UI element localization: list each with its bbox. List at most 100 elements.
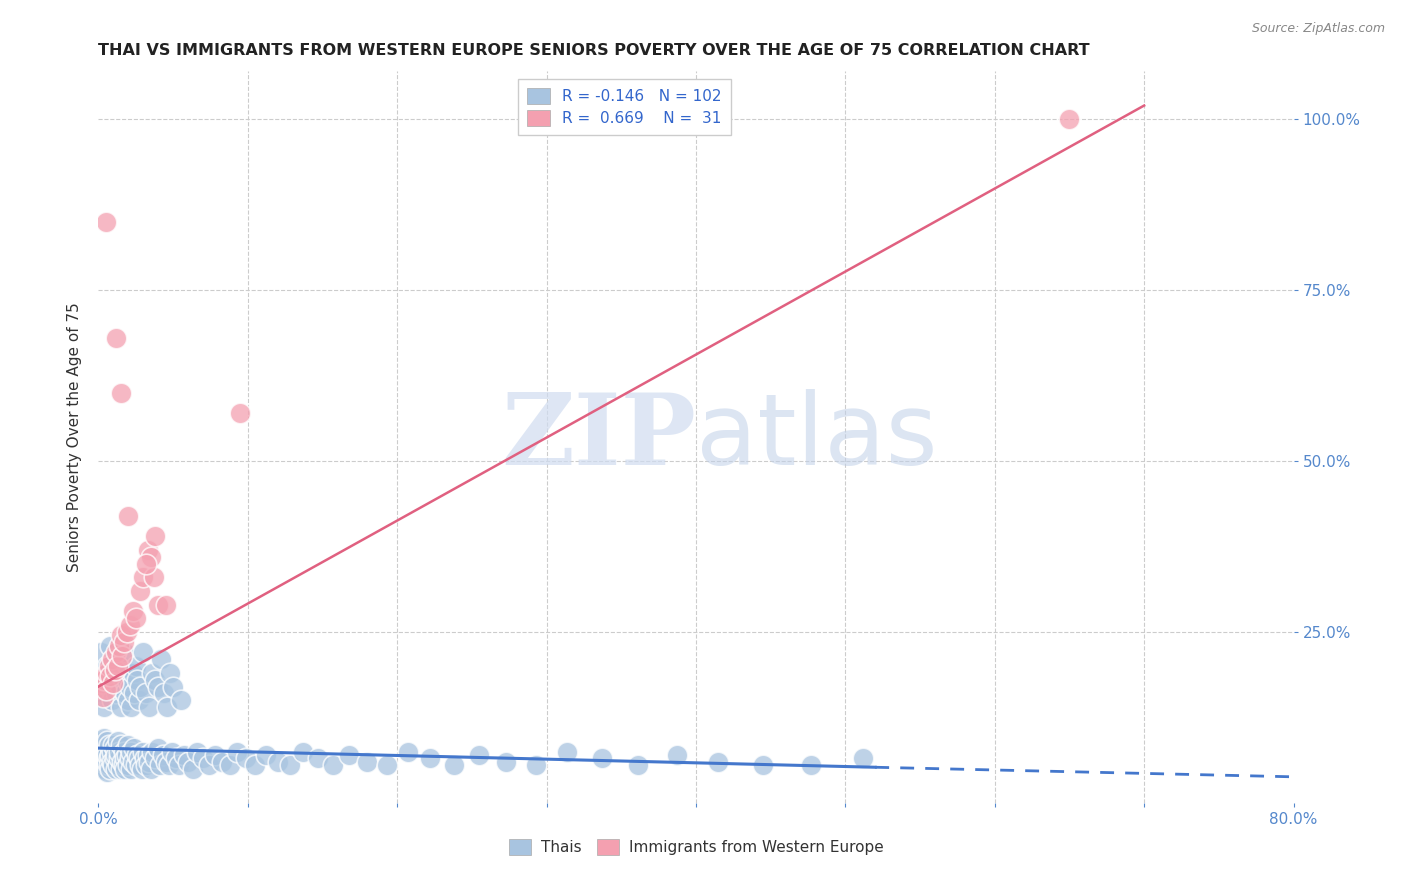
- Point: [155, 598, 177, 612]
- Point: [139, 549, 162, 564]
- Point: [112, 635, 135, 649]
- Point: [108, 745, 131, 759]
- Point: [852, 751, 875, 765]
- Point: [128, 693, 150, 707]
- Point: [156, 700, 179, 714]
- Point: [125, 758, 148, 772]
- Point: [90, 741, 112, 756]
- Point: [143, 751, 166, 765]
- Point: [129, 680, 152, 694]
- Point: [115, 624, 138, 639]
- Point: [162, 680, 184, 694]
- Point: [135, 557, 157, 571]
- Point: [129, 583, 152, 598]
- Point: [117, 508, 139, 523]
- Text: Source: ZipAtlas.com: Source: ZipAtlas.com: [1251, 22, 1385, 36]
- Point: [115, 673, 138, 687]
- Point: [136, 542, 159, 557]
- Point: [97, 758, 120, 772]
- Point: [153, 686, 176, 700]
- Point: [186, 745, 208, 759]
- Point: [93, 762, 115, 776]
- Point: [104, 663, 127, 677]
- Point: [104, 673, 127, 687]
- Point: [101, 693, 124, 707]
- Point: [1059, 112, 1081, 127]
- Point: [152, 747, 174, 762]
- Point: [98, 639, 122, 653]
- Point: [96, 765, 118, 780]
- Point: [148, 680, 170, 694]
- Point: [557, 745, 579, 759]
- Point: [120, 745, 142, 759]
- Point: [101, 745, 124, 759]
- Point: [107, 665, 129, 680]
- Point: [143, 529, 166, 543]
- Point: [339, 747, 361, 762]
- Point: [125, 659, 148, 673]
- Point: [111, 755, 134, 769]
- Point: [110, 762, 132, 776]
- Point: [165, 751, 187, 765]
- Point: [93, 731, 115, 745]
- Point: [267, 755, 290, 769]
- Point: [254, 747, 277, 762]
- Text: ZIP: ZIP: [501, 389, 696, 485]
- Point: [143, 673, 166, 687]
- Y-axis label: Seniors Poverty Over the Age of 75: Seniors Poverty Over the Age of 75: [67, 302, 83, 572]
- Point: [292, 745, 315, 759]
- Point: [105, 747, 128, 762]
- Point: [101, 755, 124, 769]
- Point: [91, 690, 114, 704]
- Point: [107, 758, 129, 772]
- Point: [89, 673, 111, 687]
- Point: [110, 700, 132, 714]
- Point: [105, 686, 128, 700]
- Point: [90, 676, 112, 690]
- Point: [128, 751, 150, 765]
- Point: [226, 745, 249, 759]
- Point: [110, 385, 132, 400]
- Point: [177, 755, 200, 769]
- Point: [91, 686, 114, 700]
- Point: [111, 659, 134, 673]
- Point: [138, 755, 160, 769]
- Point: [135, 686, 157, 700]
- Point: [121, 604, 143, 618]
- Point: [443, 758, 465, 772]
- Point: [110, 628, 132, 642]
- Point: [155, 755, 177, 769]
- Point: [96, 747, 118, 762]
- Point: [127, 747, 149, 762]
- Point: [112, 758, 135, 772]
- Point: [591, 751, 613, 765]
- Point: [181, 762, 204, 776]
- Point: [103, 652, 125, 666]
- Point: [235, 751, 257, 765]
- Point: [149, 758, 172, 772]
- Point: [198, 758, 221, 772]
- Point: [139, 762, 162, 776]
- Point: [160, 745, 183, 759]
- Point: [124, 686, 146, 700]
- Point: [468, 747, 491, 762]
- Point: [94, 665, 117, 680]
- Point: [98, 669, 122, 683]
- Point: [94, 215, 117, 229]
- Point: [245, 758, 267, 772]
- Point: [121, 665, 143, 680]
- Point: [111, 648, 134, 663]
- Point: [103, 676, 125, 690]
- Point: [114, 686, 136, 700]
- Point: [91, 734, 114, 748]
- Point: [107, 659, 129, 673]
- Point: [90, 758, 112, 772]
- Point: [97, 659, 120, 673]
- Point: [120, 700, 142, 714]
- Point: [356, 755, 378, 769]
- Point: [707, 755, 730, 769]
- Point: [219, 758, 242, 772]
- Point: [141, 665, 163, 680]
- Text: THAI VS IMMIGRANTS FROM WESTERN EUROPE SENIORS POVERTY OVER THE AGE OF 75 CORREL: THAI VS IMMIGRANTS FROM WESTERN EUROPE S…: [98, 43, 1090, 58]
- Point: [396, 745, 419, 759]
